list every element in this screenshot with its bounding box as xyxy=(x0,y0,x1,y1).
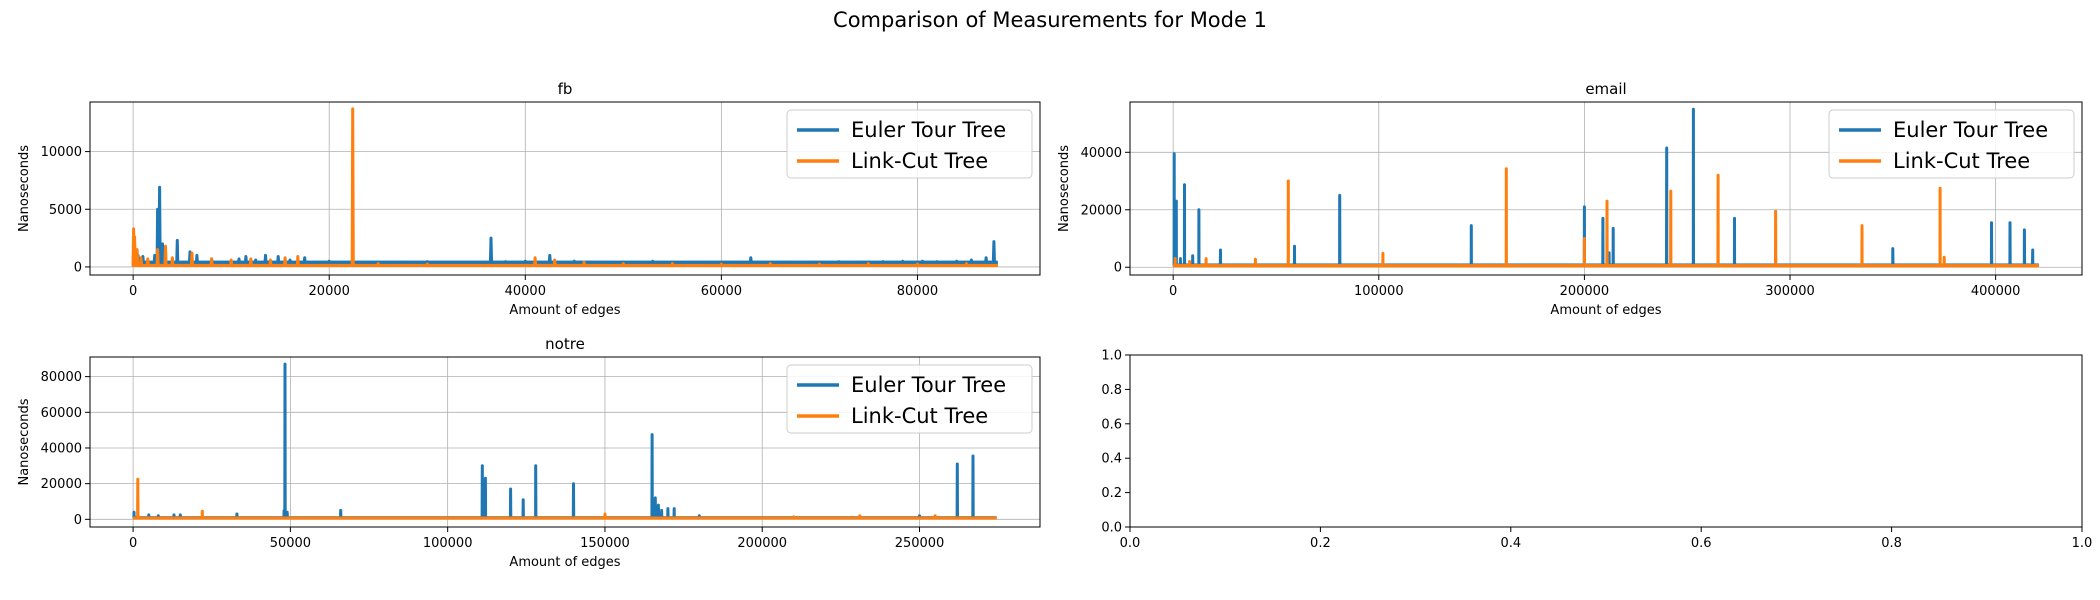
y-tick-label: 5000 xyxy=(49,203,82,218)
y-tick-label: 40000 xyxy=(41,441,82,456)
x-tick-label: 200000 xyxy=(737,536,787,551)
x-axis-label: Amount of edges xyxy=(1550,303,1661,318)
y-tick-label: 0.0 xyxy=(1101,521,1122,536)
y-axis-label: Nanoseconds xyxy=(17,145,32,232)
x-tick-label: 0.4 xyxy=(1500,536,1521,551)
y-tick-label: 20000 xyxy=(41,477,82,492)
subplot-fb: 0 20000 40000 60000 80000 0 5000 10000 fb Amount … xyxy=(17,80,1041,318)
legend-label: Link-Cut Tree xyxy=(851,404,988,428)
axes-frame xyxy=(1129,354,2083,528)
x-tick-label: 250000 xyxy=(895,536,945,551)
y-tick-label: 1.0 xyxy=(1101,349,1122,364)
subplot-email: 0 100000 200000 300000 400000 0 20000 40000 emai… xyxy=(1057,80,2083,318)
y-tick-label: 0.4 xyxy=(1101,452,1122,467)
x-tick-label: 0 xyxy=(129,536,137,551)
series-baseline-band xyxy=(133,260,998,267)
x-tick-label: 0.6 xyxy=(1691,536,1712,551)
series-line-link-cut-tree xyxy=(1173,167,2039,268)
series-line-euler-tour-tree xyxy=(133,185,998,266)
x-tick-label: 200000 xyxy=(1560,284,1610,299)
axes-frame xyxy=(1129,101,2083,276)
figure-title: Comparison of Measurements for Mode 1 xyxy=(833,8,1267,32)
x-tick-label: 100000 xyxy=(1354,284,1404,299)
y-tick-label: 0.6 xyxy=(1101,417,1122,432)
x-tick-label: 50000 xyxy=(270,536,311,551)
legend-label: Euler Tour Tree xyxy=(851,373,1006,397)
y-tick-label: 0 xyxy=(74,260,82,275)
y-tick-label: 60000 xyxy=(41,406,82,421)
legend-label: Link-Cut Tree xyxy=(851,149,988,173)
x-tick-label: 150000 xyxy=(580,536,630,551)
series-baseline-band xyxy=(133,263,998,267)
x-axis-label: Amount of edges xyxy=(509,555,620,570)
x-tick-label: 0.2 xyxy=(1310,536,1331,551)
legend-label: Euler Tour Tree xyxy=(1893,118,2048,142)
x-tick-label: 0 xyxy=(129,284,137,299)
x-tick-label: 400000 xyxy=(1971,284,2021,299)
x-tick-label: 20000 xyxy=(309,284,350,299)
legend: Euler Tour Tree Link-Cut Tree xyxy=(786,364,1033,434)
legend-box xyxy=(786,364,1033,434)
y-tick-label: 20000 xyxy=(1081,203,1122,218)
y-tick-label: 80000 xyxy=(41,370,82,385)
x-tick-label: 60000 xyxy=(701,284,742,299)
axes-frame xyxy=(89,101,1041,276)
x-axis-label: Amount of edges xyxy=(509,303,620,318)
y-tick-label: 0 xyxy=(74,513,82,528)
legend-box xyxy=(1828,109,2075,179)
y-axis-label: Nanoseconds xyxy=(17,398,32,485)
legend-label: Euler Tour Tree xyxy=(851,118,1006,142)
y-tick-label: 0 xyxy=(1114,261,1122,276)
subplot-empty: 0.0 0.2 0.4 0.6 0.8 1.0 0.0 0.2 0.4 0.6 0.8 1.0 xyxy=(1101,349,2092,552)
subplot-title: notre xyxy=(545,335,585,353)
axes-frame xyxy=(89,356,1041,528)
legend-box xyxy=(786,109,1033,179)
series-line-link-cut-tree xyxy=(133,477,997,520)
subplot-title: fb xyxy=(558,80,573,98)
y-axis-label: Nanoseconds xyxy=(1057,145,1072,232)
y-tick-label: 10000 xyxy=(41,145,82,160)
series-baseline-band xyxy=(1173,264,2039,268)
x-tick-label: 0.8 xyxy=(1881,536,1902,551)
x-tick-label: 0.0 xyxy=(1120,536,1141,551)
x-tick-label: 300000 xyxy=(1765,284,1815,299)
y-tick-label: 0.8 xyxy=(1101,383,1122,398)
x-tick-label: 1.0 xyxy=(2072,536,2093,551)
x-tick-label: 100000 xyxy=(423,536,473,551)
series-baseline-band xyxy=(133,516,997,520)
legend: Euler Tour Tree Link-Cut Tree xyxy=(1828,109,2075,179)
legend-label: Link-Cut Tree xyxy=(1893,149,2030,173)
y-tick-label: 40000 xyxy=(1081,146,1122,161)
legend: Euler Tour Tree Link-Cut Tree xyxy=(786,109,1033,179)
x-tick-label: 0 xyxy=(1169,284,1177,299)
subplot-title: email xyxy=(1585,80,1626,98)
x-tick-label: 80000 xyxy=(897,284,938,299)
y-tick-label: 0.2 xyxy=(1101,486,1122,501)
x-tick-label: 40000 xyxy=(505,284,546,299)
subplot-notre: 0 50000 100000 150000 200000 250000 0 20000 4000… xyxy=(17,335,1041,570)
